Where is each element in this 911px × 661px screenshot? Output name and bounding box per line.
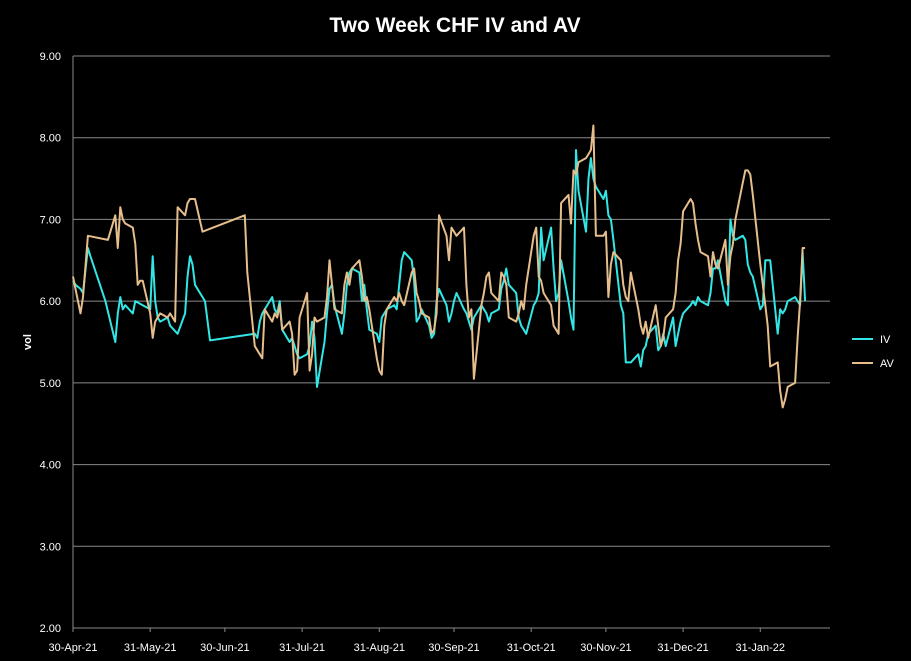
y-tick-label: 8.00 [40,133,61,145]
series-line-iv [72,149,807,388]
y-tick-label: 5.00 [40,378,61,390]
x-tick-label: 31-Jan-22 [736,642,786,654]
x-tick-label: 31-May-21 [124,642,177,654]
y-axis-label: vol [22,334,34,350]
legend-label-av: AV [880,358,895,370]
y-tick-label: 3.00 [40,541,61,553]
chart-title: Two Week CHF IV and AV [329,14,580,37]
y-tick-labels: 2.00 3.00 4.00 5.00 6.00 7.00 8.00 9.00 [40,51,61,635]
x-tick-label: 31-Oct-21 [507,642,556,654]
x-tick-label: 31-Dec-21 [657,642,708,654]
x-tick-label: 30-Apr-21 [49,642,98,654]
x-tick-label: 31-Aug-21 [354,642,405,654]
x-tick-label: 30-Nov-21 [580,642,631,654]
series-line-av [72,124,806,409]
legend: IV AV [852,334,895,370]
x-tick-labels: 30-Apr-21 31-May-21 30-Jun-21 31-Jul-21 31-A… [49,628,786,654]
legend-label-iv: IV [880,334,891,346]
series-lines [72,124,807,409]
y-tick-label: 4.00 [40,460,61,472]
y-tick-label: 9.00 [40,51,61,63]
y-tick-label: 2.00 [40,623,61,635]
x-tick-label: 30-Sep-21 [428,642,479,654]
y-tick-label: 6.00 [40,296,61,308]
x-tick-label: 30-Jun-21 [200,642,250,654]
y-tick-label: 7.00 [40,214,61,226]
x-tick-label: 31-Jul-21 [279,642,325,654]
